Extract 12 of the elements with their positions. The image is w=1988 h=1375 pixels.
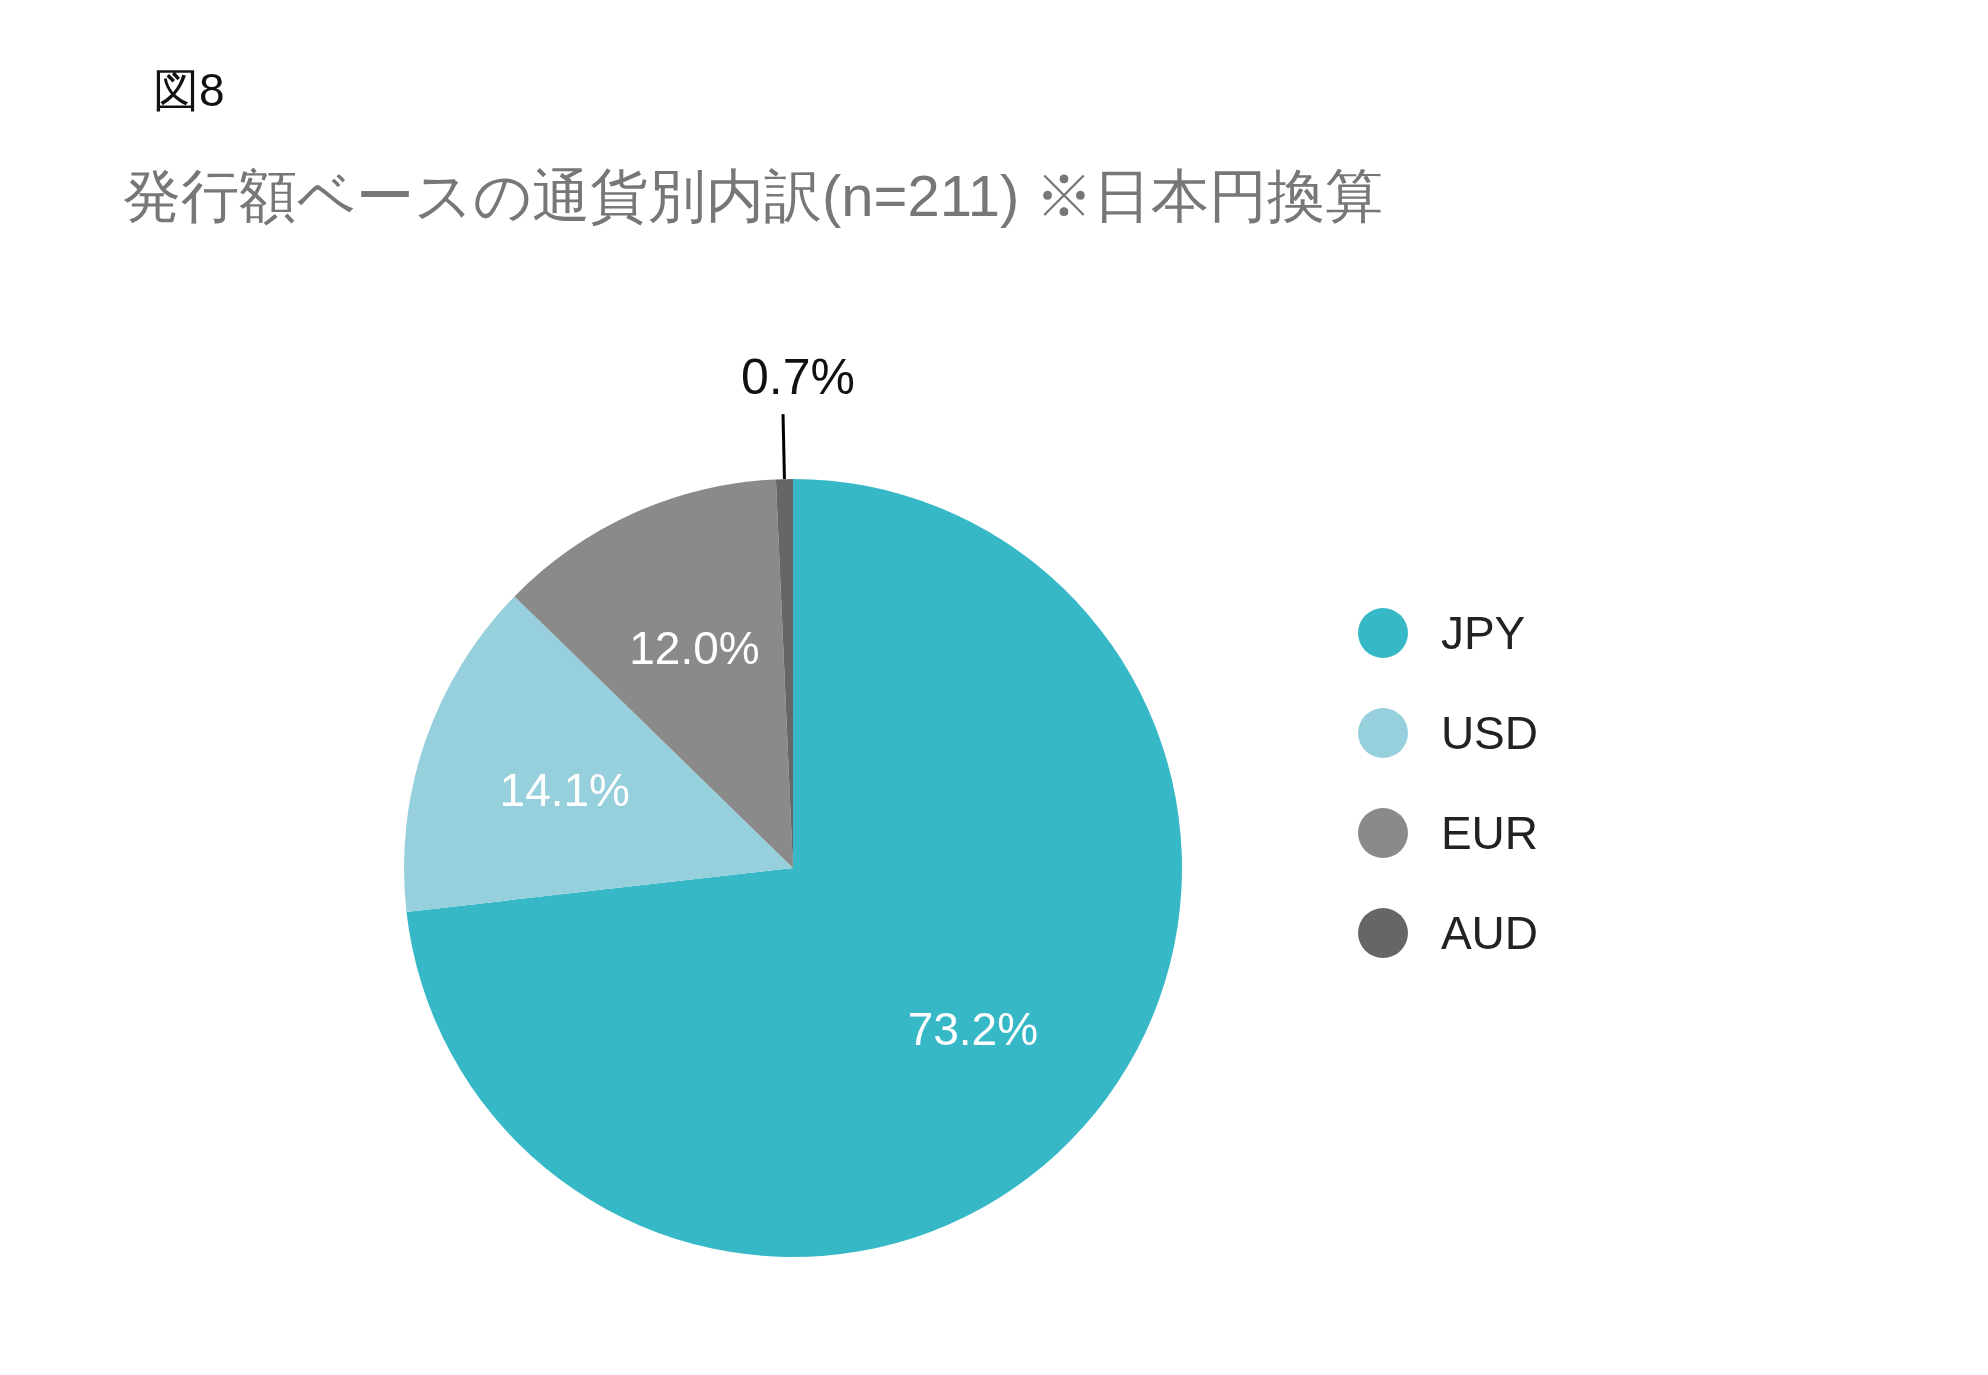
- legend-label: EUR: [1440, 806, 1538, 860]
- legend-label: AUD: [1440, 906, 1538, 960]
- chart-title: 発行額ベースの通貨別内訳(n=211) ※日本円換算: [123, 162, 1384, 230]
- data-label: 14.1%: [499, 763, 631, 816]
- data-label: 73.2%: [907, 1002, 1039, 1055]
- legend-label: JPY: [1440, 606, 1526, 660]
- caption: 図8: [153, 63, 225, 118]
- legend-label: USD: [1440, 706, 1538, 760]
- pie-slice: [406, 479, 1182, 1257]
- pie-slice: [404, 596, 793, 912]
- data-label: 12.0%: [629, 621, 760, 674]
- data-label: 0.7%: [741, 349, 855, 406]
